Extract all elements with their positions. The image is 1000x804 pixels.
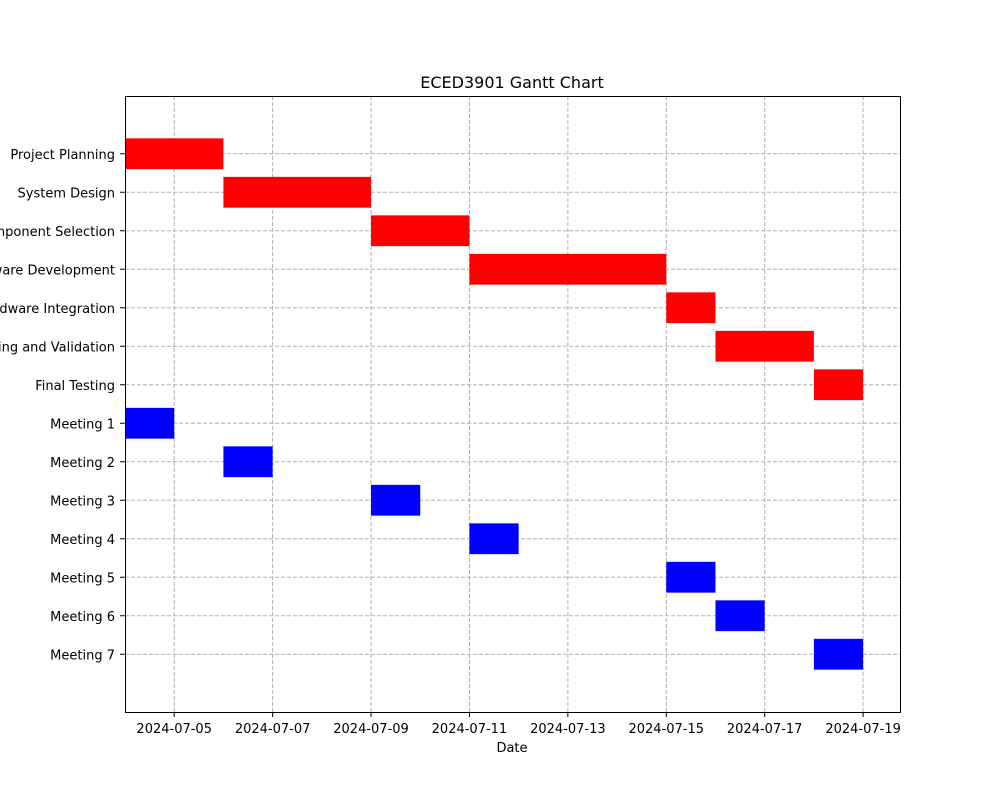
meeting-bar <box>371 484 421 516</box>
y-tick-label: Testing and Validation <box>0 340 115 355</box>
y-axis: Project Planning System Design Component S… <box>0 148 125 663</box>
x-tick-label: 2024-07-05 <box>136 722 212 737</box>
meeting-bar <box>715 600 765 632</box>
x-axis: 2024-07-05 2024-07-07 2024-07-09 2024-07-11… <box>136 712 901 737</box>
y-tick-label: Meeting 2 <box>50 456 115 471</box>
x-tick-label: 2024-07-11 <box>432 722 508 737</box>
x-tick-label: 2024-07-07 <box>235 722 311 737</box>
y-tick-label: Final Testing <box>35 379 115 394</box>
meeting-bar <box>223 446 273 478</box>
y-tick-label: Meeting 4 <box>50 533 115 548</box>
x-tick-label: 2024-07-15 <box>628 722 704 737</box>
y-tick-label: Meeting 5 <box>50 571 115 586</box>
meeting-bar <box>813 638 864 670</box>
y-tick-label: Meeting 7 <box>50 648 115 663</box>
y-tick-label: System Design <box>18 186 116 201</box>
task-bar <box>666 292 716 324</box>
y-tick-label: Meeting 1 <box>50 417 115 432</box>
meeting-bar <box>666 561 716 593</box>
task-bar <box>223 176 372 208</box>
x-tick-label: 2024-07-13 <box>530 722 606 737</box>
meeting-bar <box>469 523 519 555</box>
x-axis-label: Date <box>496 741 527 756</box>
task-bar <box>371 215 470 247</box>
task-bar <box>813 369 864 401</box>
plot-frame <box>125 96 901 713</box>
bar-layer <box>125 138 864 670</box>
x-tick-label: 2024-07-19 <box>825 722 901 737</box>
meeting-bar <box>125 407 175 439</box>
y-tick-label: Software Development <box>0 263 115 278</box>
y-tick-label: Meeting 3 <box>50 494 115 509</box>
x-tick-label: 2024-07-09 <box>333 722 409 737</box>
task-bar <box>715 330 814 362</box>
x-tick-label: 2024-07-17 <box>727 722 803 737</box>
task-bar <box>469 253 667 285</box>
y-tick-label: Meeting 6 <box>50 610 115 625</box>
task-bar <box>125 138 224 170</box>
y-tick-label: Component Selection <box>0 225 115 240</box>
chart-title: ECED3901 Gantt Chart <box>420 73 603 92</box>
y-tick-label: Project Planning <box>10 148 115 163</box>
y-tick-label: Hardware Integration <box>0 302 115 317</box>
